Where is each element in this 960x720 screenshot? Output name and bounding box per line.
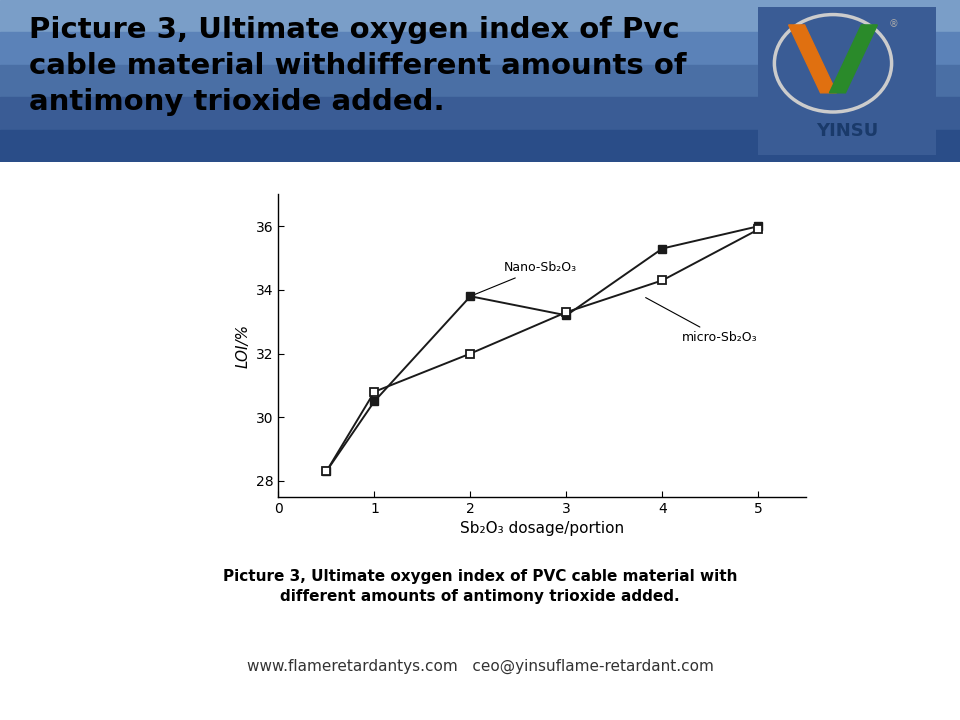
Y-axis label: LOI/%: LOI/% bbox=[235, 323, 251, 368]
Text: YINSU: YINSU bbox=[816, 122, 878, 140]
X-axis label: Sb₂O₃ dosage/portion: Sb₂O₃ dosage/portion bbox=[461, 521, 624, 536]
Text: Picture 3, Ultimate oxygen index of Pvc
cable material withdifferent amounts of
: Picture 3, Ultimate oxygen index of Pvc … bbox=[29, 17, 686, 116]
Bar bbox=[0, 65, 960, 97]
Text: micro-Sb₂O₃: micro-Sb₂O₃ bbox=[646, 297, 757, 344]
Polygon shape bbox=[829, 25, 877, 93]
Text: ®: ® bbox=[889, 19, 899, 29]
Text: Picture 3, Ultimate oxygen index of PVC cable material with: Picture 3, Ultimate oxygen index of PVC … bbox=[223, 569, 737, 583]
Text: www.flameretardantys.com   ceo@yinsuflame-retardant.com: www.flameretardantys.com ceo@yinsuflame-… bbox=[247, 658, 713, 674]
Text: different amounts of antimony trioxide added.: different amounts of antimony trioxide a… bbox=[280, 589, 680, 603]
Bar bbox=[0, 97, 960, 130]
Text: Nano-Sb₂O₃: Nano-Sb₂O₃ bbox=[473, 261, 577, 295]
Bar bbox=[0, 130, 960, 162]
Bar bbox=[0, 0, 960, 32]
Bar bbox=[0, 32, 960, 65]
Polygon shape bbox=[788, 25, 836, 93]
